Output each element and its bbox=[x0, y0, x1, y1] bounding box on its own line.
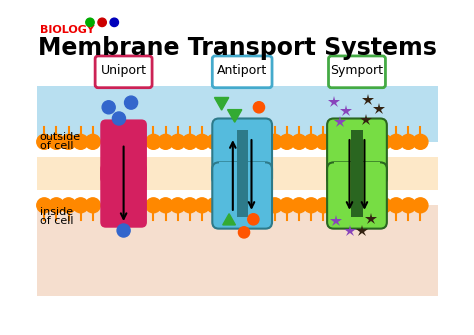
Circle shape bbox=[413, 134, 428, 149]
FancyBboxPatch shape bbox=[327, 119, 387, 185]
FancyBboxPatch shape bbox=[100, 119, 147, 184]
Bar bbox=[37, 205, 438, 296]
Circle shape bbox=[304, 134, 319, 149]
Circle shape bbox=[376, 134, 392, 149]
Circle shape bbox=[37, 198, 52, 213]
FancyBboxPatch shape bbox=[212, 162, 272, 229]
Circle shape bbox=[61, 134, 76, 149]
FancyBboxPatch shape bbox=[95, 56, 152, 88]
Circle shape bbox=[37, 134, 52, 149]
Circle shape bbox=[73, 198, 88, 213]
Circle shape bbox=[267, 134, 283, 149]
Circle shape bbox=[401, 134, 416, 149]
Text: BIOLOGY: BIOLOGY bbox=[40, 25, 94, 35]
Circle shape bbox=[248, 214, 259, 225]
Circle shape bbox=[146, 134, 161, 149]
Circle shape bbox=[125, 96, 137, 109]
Polygon shape bbox=[223, 214, 236, 225]
FancyBboxPatch shape bbox=[212, 119, 272, 185]
Bar bbox=[351, 130, 363, 217]
Circle shape bbox=[316, 134, 331, 149]
Circle shape bbox=[194, 134, 210, 149]
Circle shape bbox=[170, 198, 185, 213]
Bar bbox=[37, 157, 438, 190]
Text: outside: outside bbox=[40, 133, 81, 142]
Circle shape bbox=[207, 134, 222, 149]
Circle shape bbox=[98, 18, 106, 26]
Circle shape bbox=[49, 198, 64, 213]
Text: Antiport: Antiport bbox=[217, 64, 267, 77]
Circle shape bbox=[376, 198, 392, 213]
Bar bbox=[117, 162, 130, 185]
Circle shape bbox=[85, 134, 100, 149]
Circle shape bbox=[73, 134, 88, 149]
FancyBboxPatch shape bbox=[328, 56, 385, 88]
Circle shape bbox=[49, 134, 64, 149]
FancyBboxPatch shape bbox=[100, 163, 147, 228]
Circle shape bbox=[146, 198, 161, 213]
Circle shape bbox=[413, 198, 428, 213]
Bar bbox=[37, 86, 438, 142]
Text: inside: inside bbox=[40, 207, 73, 217]
Circle shape bbox=[389, 134, 404, 149]
Circle shape bbox=[182, 198, 197, 213]
FancyBboxPatch shape bbox=[37, 100, 438, 142]
FancyBboxPatch shape bbox=[327, 162, 387, 229]
Circle shape bbox=[292, 198, 307, 213]
Circle shape bbox=[280, 134, 294, 149]
Text: of cell: of cell bbox=[40, 216, 73, 225]
Circle shape bbox=[112, 112, 126, 125]
Circle shape bbox=[158, 198, 173, 213]
Circle shape bbox=[102, 101, 115, 114]
Circle shape bbox=[110, 18, 118, 26]
Polygon shape bbox=[214, 97, 229, 110]
Circle shape bbox=[304, 198, 319, 213]
Circle shape bbox=[207, 198, 222, 213]
Text: Symport: Symport bbox=[330, 64, 383, 77]
Circle shape bbox=[182, 134, 197, 149]
Circle shape bbox=[401, 198, 416, 213]
Circle shape bbox=[170, 134, 185, 149]
Bar bbox=[237, 130, 248, 217]
Circle shape bbox=[267, 198, 283, 213]
Polygon shape bbox=[228, 110, 242, 122]
Circle shape bbox=[254, 102, 264, 113]
Circle shape bbox=[280, 198, 294, 213]
FancyBboxPatch shape bbox=[212, 56, 272, 88]
Circle shape bbox=[61, 198, 76, 213]
Circle shape bbox=[316, 198, 331, 213]
Circle shape bbox=[158, 134, 173, 149]
Text: of cell: of cell bbox=[40, 141, 73, 151]
Circle shape bbox=[292, 134, 307, 149]
Text: Membrane Transport Systems: Membrane Transport Systems bbox=[38, 36, 437, 60]
Circle shape bbox=[85, 198, 100, 213]
Bar bbox=[237, 157, 248, 190]
Bar bbox=[351, 157, 363, 190]
Circle shape bbox=[86, 18, 94, 26]
Circle shape bbox=[117, 224, 130, 237]
Circle shape bbox=[389, 198, 404, 213]
Circle shape bbox=[194, 198, 210, 213]
Bar bbox=[219, 162, 265, 185]
Text: Uniport: Uniport bbox=[100, 64, 146, 77]
Circle shape bbox=[238, 227, 250, 238]
Bar bbox=[334, 162, 380, 185]
